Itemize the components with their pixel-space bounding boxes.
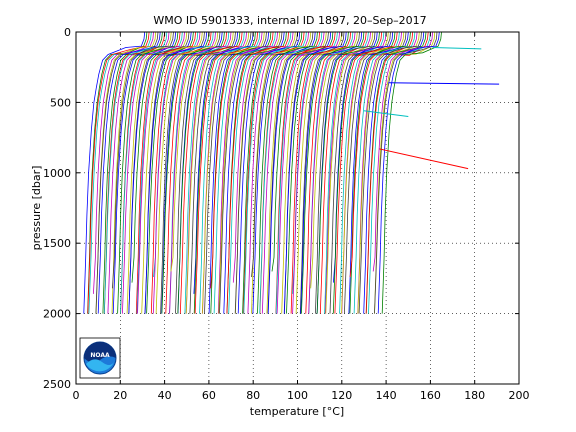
profile-line-89 bbox=[276, 32, 340, 314]
y-axis-label: pressure [dbar] bbox=[30, 166, 43, 251]
profile-line-100 bbox=[301, 32, 365, 314]
profile-line-55 bbox=[201, 32, 265, 314]
x-tick-label-2: 40 bbox=[158, 389, 172, 402]
profile-line-84 bbox=[267, 32, 329, 314]
plot-area: 0 20 40 60 80 100 120 140 160 180 2000500100015002… bbox=[43, 26, 530, 402]
chart-title: WMO ID 5901333, internal ID 1897, 20–Sep… bbox=[153, 14, 426, 27]
profile-line-131 bbox=[372, 32, 433, 272]
outlier-line-3 bbox=[432, 47, 482, 50]
axis-ticks: 0 20 40 60 80 100 120 140 160 180 2000500100015002… bbox=[43, 26, 530, 402]
profile-line-34 bbox=[155, 32, 219, 314]
outlier-line-2 bbox=[388, 82, 500, 85]
profile-line-134 bbox=[377, 32, 440, 314]
profile-line-121 bbox=[349, 32, 411, 314]
profile-line-42 bbox=[175, 32, 236, 314]
profile-line-63 bbox=[219, 32, 283, 314]
x-tick-label-4: 80 bbox=[246, 389, 260, 402]
profile-line-11 bbox=[103, 32, 168, 314]
profile-line-53 bbox=[199, 32, 261, 314]
x-tick-label-3: 60 bbox=[202, 389, 216, 402]
profile-line-19 bbox=[122, 32, 185, 314]
profile-line-115 bbox=[334, 32, 398, 314]
profile-line-71 bbox=[237, 32, 301, 314]
profile-line-61 bbox=[217, 32, 278, 314]
profile-line-87 bbox=[275, 32, 336, 314]
profile-line-14 bbox=[112, 32, 174, 289]
noaa-logo-text: NOAA bbox=[90, 352, 110, 359]
profile-line-40 bbox=[169, 32, 232, 314]
profile-line-76 bbox=[251, 32, 312, 314]
profile-line-123 bbox=[353, 32, 416, 314]
profile-line-66 bbox=[226, 32, 289, 314]
noaa-logo: NOAA bbox=[79, 337, 121, 379]
x-axis-label: temperature [°C] bbox=[250, 405, 344, 418]
x-tick-label-7: 140 bbox=[376, 389, 397, 402]
x-tick-label-5: 100 bbox=[287, 389, 308, 402]
profile-line-126 bbox=[358, 32, 422, 314]
profile-line-45 bbox=[179, 32, 243, 314]
profile-line-92 bbox=[283, 32, 347, 314]
profile-line-27 bbox=[141, 32, 203, 314]
y-tick-label-5: 2500 bbox=[43, 378, 71, 391]
profile-line-74 bbox=[243, 32, 307, 314]
profile-line-8 bbox=[97, 32, 161, 314]
profile-line-3 bbox=[87, 32, 150, 314]
profile-line-94 bbox=[290, 32, 352, 314]
outlier-line-4 bbox=[363, 110, 409, 117]
x-tick-label-10: 200 bbox=[509, 389, 530, 402]
y-tick-label-3: 1500 bbox=[43, 237, 71, 250]
profile-line-105 bbox=[315, 32, 376, 314]
outliers bbox=[363, 47, 500, 170]
profile-line-29 bbox=[144, 32, 208, 314]
profiles bbox=[83, 32, 442, 314]
profile-line-24 bbox=[135, 32, 196, 314]
y-tick-label-4: 2000 bbox=[43, 308, 71, 321]
y-tick-label-0: 0 bbox=[64, 26, 71, 39]
profile-line-79 bbox=[257, 32, 318, 314]
x-tick-label-8: 160 bbox=[420, 389, 441, 402]
x-tick-label-0: 0 bbox=[73, 389, 80, 402]
x-tick-label-9: 180 bbox=[464, 389, 485, 402]
profile-line-16 bbox=[117, 32, 179, 314]
profile-line-81 bbox=[259, 32, 323, 314]
profile-line-1 bbox=[83, 32, 146, 314]
profile-line-37 bbox=[161, 32, 225, 314]
profile-line-68 bbox=[232, 32, 294, 283]
profile-line-97 bbox=[295, 32, 358, 314]
profile-line-110 bbox=[324, 32, 387, 314]
profile-line-107 bbox=[316, 32, 380, 314]
profile-line-50 bbox=[193, 32, 254, 294]
profile-line-47 bbox=[185, 32, 247, 314]
y-tick-label-1: 500 bbox=[50, 96, 71, 109]
x-tick-label-6: 120 bbox=[331, 389, 352, 402]
outlier-line-1 bbox=[379, 148, 469, 170]
y-tick-label-2: 1000 bbox=[43, 167, 71, 180]
x-tick-label-1: 20 bbox=[113, 389, 127, 402]
